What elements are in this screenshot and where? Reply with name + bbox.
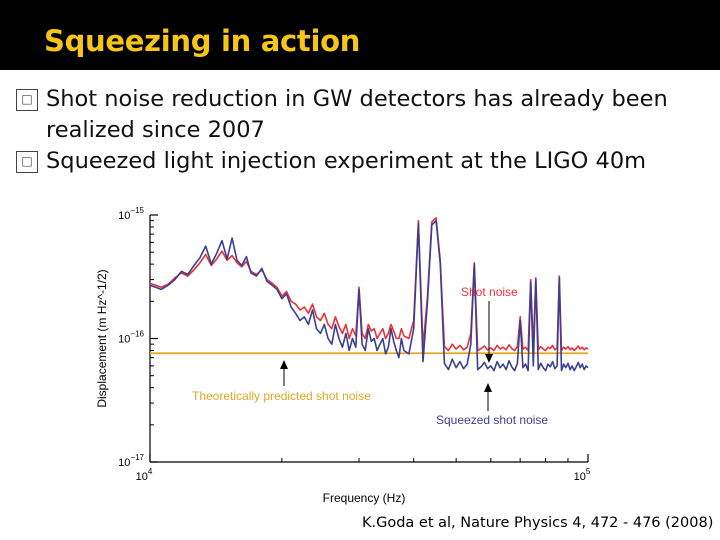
x-tick-label: 105 — [574, 467, 591, 483]
theoretical-shot-noise-label: Theoretically predicted shot noise — [192, 389, 371, 403]
square-bullet-icon: □ — [16, 89, 38, 111]
theoretical-arrowhead — [280, 360, 288, 369]
shot-noise-arrowhead — [485, 354, 493, 363]
square-bullet-icon: □ — [16, 151, 38, 173]
bullet-text: Squeezed light injection experiment at t… — [46, 148, 647, 174]
y-axis-label: Displacement (m Hz^-1/2) — [95, 269, 109, 407]
noise-spectrum-plot: 10−17 10−16 10−15 104 105 Frequency (Hz) Displ… — [88, 205, 608, 510]
y-tick-label: 10−15 — [118, 206, 144, 222]
squeezed-shot-noise-trace — [149, 219, 589, 372]
title-bar: Squeezing in action — [0, 0, 720, 70]
x-axis-label: Frequency (Hz) — [323, 491, 406, 505]
y-tick-label: 10−17 — [118, 453, 144, 469]
squeezed-arrowhead — [484, 383, 492, 392]
y-tick-label: 10−16 — [118, 330, 144, 346]
shot-noise-label: Shot noise — [461, 285, 518, 299]
x-tick-label: 104 — [136, 467, 153, 483]
bullet-item: □ Shot noise reduction in GW detectors h… — [16, 84, 716, 146]
bullet-item: □ Squeezed light injection experiment at… — [16, 146, 716, 177]
citation: K.Goda et al, Nature Physics 4, 472 - 47… — [362, 515, 714, 531]
slide-title: Squeezing in action — [44, 24, 361, 58]
bullet-list: □ Shot noise reduction in GW detectors h… — [16, 84, 716, 177]
bullet-text: Shot noise reduction in GW detectors has… — [46, 86, 668, 143]
plot-svg: 10−17 10−16 10−15 104 105 Frequency (Hz) Displ… — [95, 206, 591, 505]
squeezed-shot-noise-label: Squeezed shot noise — [436, 413, 548, 427]
